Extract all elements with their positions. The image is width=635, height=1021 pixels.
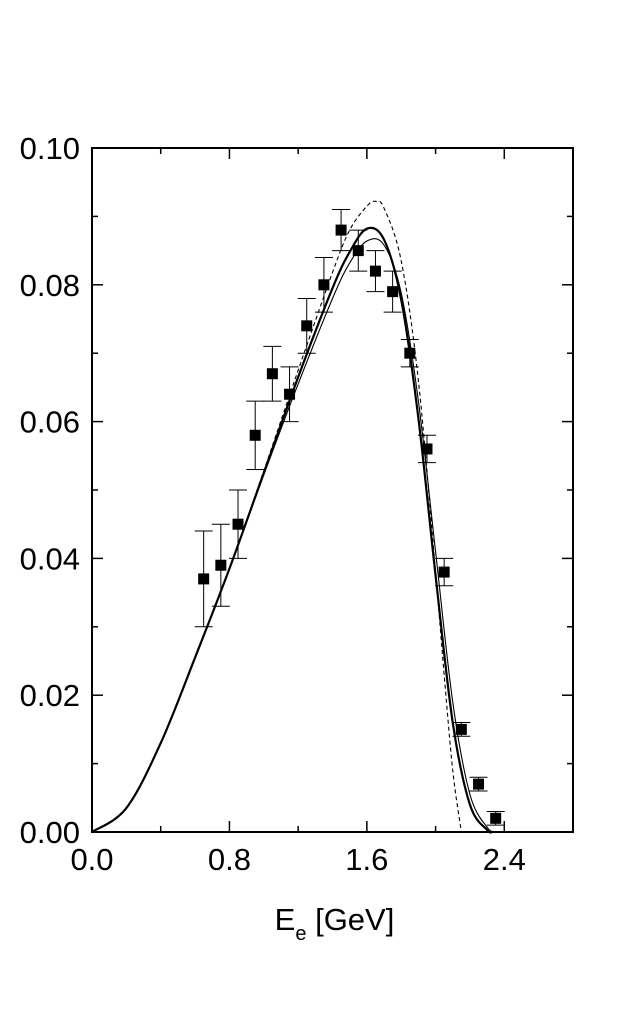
x-axis-label: Ee [GeV] xyxy=(275,902,395,945)
data-point xyxy=(490,812,502,824)
curve-solid-2 xyxy=(91,238,496,833)
y-tick-label: 0.10 xyxy=(20,131,80,166)
data-point xyxy=(387,286,399,298)
x-axis-label-subscript: e xyxy=(295,923,306,945)
fit-curves xyxy=(91,200,496,834)
data-point xyxy=(215,559,227,571)
y-tick-label: 0.00 xyxy=(20,815,80,850)
x-axis-label-main: E xyxy=(275,902,296,937)
data-point xyxy=(249,429,261,441)
data-point xyxy=(421,443,433,455)
data-point xyxy=(198,573,210,585)
curve-dashed-3 xyxy=(91,200,462,833)
data-point xyxy=(455,723,467,735)
y-tick-label: 0.02 xyxy=(20,678,80,713)
data-point xyxy=(318,279,330,291)
y-tick-label: 0.08 xyxy=(20,268,80,303)
data-point xyxy=(284,388,296,400)
data-point xyxy=(369,265,381,277)
data-point xyxy=(438,566,450,578)
curve-solid-1 xyxy=(91,226,493,834)
data-point xyxy=(266,368,278,380)
x-tick-label: 0.8 xyxy=(208,842,251,877)
x-tick-label: 2.4 xyxy=(483,842,526,877)
x-axis-label-unit: [GeV] xyxy=(306,902,394,937)
y-tick-label: 0.04 xyxy=(20,541,80,576)
data-point xyxy=(352,245,364,257)
x-tick-label: 1.6 xyxy=(345,842,388,877)
data-point xyxy=(473,778,485,790)
data-points xyxy=(198,224,502,824)
x-tick-label: 0.0 xyxy=(70,842,113,877)
y-tick-label: 0.06 xyxy=(20,405,80,440)
data-point xyxy=(404,347,416,359)
y-tick-labels: 0.00 0.02 0.04 0.06 0.08 0.10 xyxy=(20,131,80,850)
data-point xyxy=(232,518,244,530)
data-point xyxy=(301,320,313,332)
x-tick-labels: 0.0 0.8 1.6 2.4 xyxy=(70,842,525,877)
data-point xyxy=(335,224,347,236)
